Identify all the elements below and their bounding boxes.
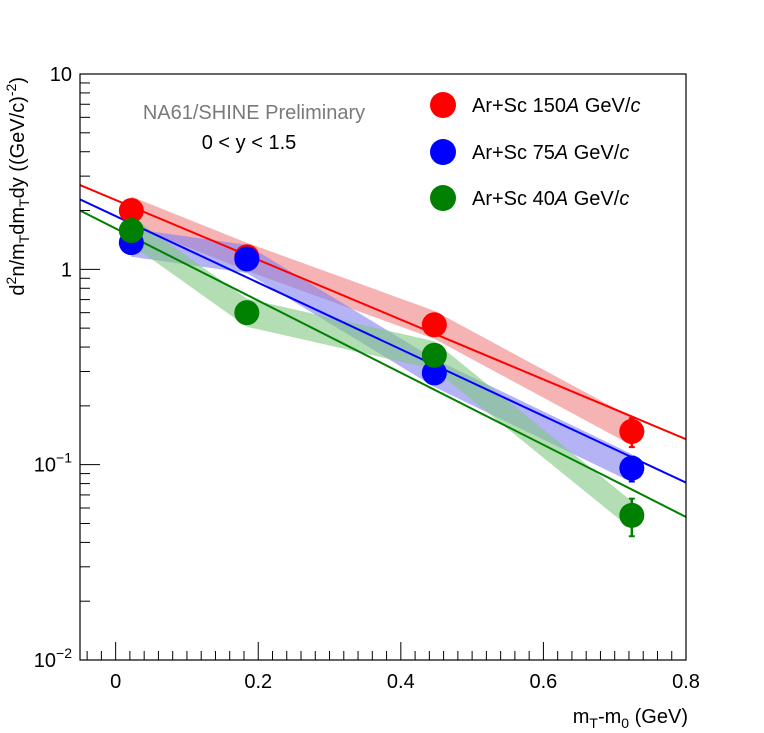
x-tick-label: 0 bbox=[110, 671, 121, 693]
data-point-series-0 bbox=[118, 198, 144, 224]
x-axis-ticks: 0 0.2 0.4 0.6 0.8 bbox=[86, 642, 700, 693]
data-point-series-0 bbox=[421, 312, 447, 338]
y-tick-label: 10 bbox=[50, 64, 72, 86]
data-point-series-0 bbox=[619, 418, 645, 444]
x-tick-label: 0.2 bbox=[244, 671, 272, 693]
data-point-series-2 bbox=[234, 300, 260, 326]
data-point-series-2 bbox=[421, 342, 447, 368]
y-tick-label: 10−2 bbox=[34, 645, 72, 672]
x-tick-label: 0.6 bbox=[530, 671, 558, 693]
data-point-series-1 bbox=[619, 455, 645, 481]
band-series-0 bbox=[131, 196, 632, 446]
plot-frame bbox=[79, 73, 687, 661]
x-tick-label: 0.4 bbox=[387, 671, 415, 693]
fit-lines bbox=[80, 184, 686, 518]
legend-label-40: Ar+Sc 40A GeV/c bbox=[472, 188, 629, 210]
fit-line-series-1 bbox=[80, 198, 686, 484]
x-tick-label: 0.8 bbox=[672, 671, 700, 693]
y-axis-title: d2n/mTdmTdy ((GeV/c)-2) bbox=[3, 77, 32, 296]
plot-border bbox=[79, 73, 687, 661]
preliminary-label: NA61/SHINE Preliminary bbox=[143, 102, 365, 124]
data-point-series-2 bbox=[118, 218, 144, 244]
data-point-series-2 bbox=[619, 502, 645, 528]
y-tick-label: 10−1 bbox=[34, 450, 72, 477]
data-point-series-1 bbox=[421, 360, 447, 386]
legend-label-150: Ar+Sc 150A GeV/c bbox=[472, 95, 640, 117]
x-axis-title: mT-m0 (GeV) bbox=[573, 706, 688, 731]
legend-marker-75 bbox=[430, 139, 456, 165]
fit-line-series-0 bbox=[80, 184, 686, 441]
data-points bbox=[118, 198, 645, 528]
y-tick-label: 1 bbox=[61, 259, 72, 281]
legend-marker-150 bbox=[430, 92, 456, 118]
legend-label-75: Ar+Sc 75A GeV/c bbox=[472, 142, 629, 164]
y-axis-ticks: 10−2 10−1 1 10 bbox=[34, 64, 100, 672]
legend: Ar+Sc 150A GeV/c Ar+Sc 75A GeV/c Ar+Sc 4… bbox=[430, 92, 640, 211]
legend-marker-40 bbox=[430, 185, 456, 211]
data-point-series-1 bbox=[234, 246, 260, 272]
fit-line-series-2 bbox=[80, 209, 686, 518]
rapidity-range-label: 0 < y < 1.5 bbox=[202, 132, 297, 154]
